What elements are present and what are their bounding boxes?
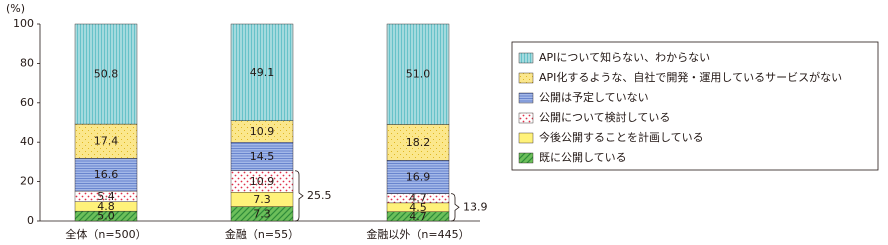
legend: 既に公開している 今後公開することを計画している公開について検討している公開は予定… (518, 50, 842, 164)
data-label: 7.3 (253, 193, 271, 206)
y-tick-label: 80 (20, 56, 34, 69)
bar-segment (230, 141, 294, 171)
data-label: 4.7 (409, 192, 427, 205)
legend-label: 既に公開している (539, 151, 627, 164)
data-label: 10.9 (250, 175, 275, 188)
data-label: 14.5 (250, 150, 275, 163)
legend-swatch (518, 112, 534, 124)
data-label: 4.8 (97, 200, 115, 213)
y-tick-label: 60 (20, 96, 34, 109)
y-tick-label: 0 (27, 214, 34, 227)
x-tick-label: 全体（n=500） (65, 227, 146, 241)
legend-label: APIについて知らない、わからない (539, 50, 710, 64)
legend-swatch (518, 52, 534, 64)
data-label: 16.9 (406, 170, 431, 183)
bar-segment (74, 23, 138, 125)
data-label: 50.8 (94, 68, 119, 81)
legend-label: 公開について検討している (539, 110, 670, 124)
legend-swatch (518, 92, 534, 104)
y-axis-label: (%) (6, 2, 25, 15)
legend-label: 今後公開することを計画している (539, 130, 704, 144)
legend-swatch (518, 132, 534, 144)
data-label: 7.3 (253, 207, 271, 220)
data-label: 5.4 (97, 190, 115, 203)
bar-segment (386, 124, 450, 161)
data-label: 18.2 (406, 136, 431, 149)
data-label: 5.0 (97, 210, 115, 223)
y-tick-label: 20 (20, 175, 34, 188)
annotation: 13.9 (463, 200, 488, 213)
data-label: 16.6 (94, 168, 119, 181)
legend-label: API化するような、自社で開発・運用しているサービスがない (539, 70, 842, 84)
data-label: 10.9 (250, 125, 275, 138)
y-tick-label: 100 (13, 17, 34, 30)
data-label: 49.1 (250, 66, 275, 79)
bracket (294, 170, 304, 222)
x-tick-label: 金融以外（n=445） (366, 227, 469, 241)
legend-swatch (518, 152, 534, 164)
data-label: 4.5 (409, 201, 427, 214)
annotation: 25.5 (307, 189, 332, 202)
y-tick-label: 40 (20, 135, 34, 148)
bar-segment (230, 23, 294, 121)
bar-segment (386, 23, 450, 125)
bracket (450, 193, 460, 222)
x-tick-label: 金融（n=55） (225, 227, 299, 241)
data-label: 51.0 (406, 68, 431, 81)
legend-label: 公開は予定していない (539, 90, 649, 104)
legend-box (511, 41, 879, 171)
data-label: 4.7 (409, 210, 427, 223)
data-label: 17.4 (94, 135, 119, 148)
legend-swatch (518, 72, 534, 84)
